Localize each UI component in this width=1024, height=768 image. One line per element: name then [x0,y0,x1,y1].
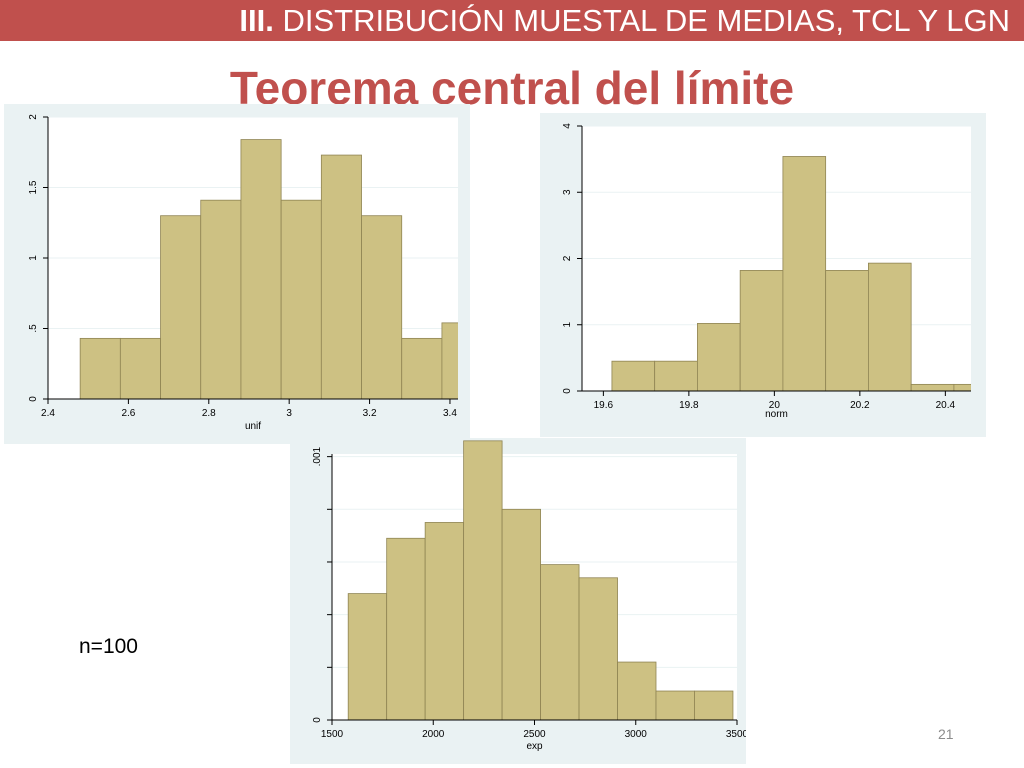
x-tick-label: 3000 [625,729,648,740]
histogram-bar [739,270,784,391]
histogram-bar [654,360,698,391]
y-tick-label: .001 [312,446,323,466]
x-tick-label: 2.8 [202,408,216,419]
x-tick-label: 3 [286,408,292,419]
y-tick-label: 3 [562,189,573,195]
x-tick-label: 19.8 [679,400,699,411]
y-tick-label: 1 [28,255,39,261]
histogram-bar [782,156,827,391]
histogram-bar [441,322,458,399]
x-axis-label: exp [526,741,543,752]
histogram-bar [578,577,618,720]
histogram-bar [611,360,656,391]
histogram-bar [617,661,657,720]
y-tick-label: 2 [28,114,39,120]
histogram-bar [463,440,503,720]
histogram-bar [694,690,734,720]
x-tick-label: 2500 [523,729,546,740]
x-axis-label: norm [765,409,788,420]
histogram-bar [240,139,282,399]
histogram-bar [200,199,242,399]
histogram-bar [825,270,869,391]
y-tick-label: .5 [28,324,39,333]
histogram-bar [347,593,388,720]
histogram-bar [910,383,955,391]
histogram-bar [655,690,695,720]
histogram-bar [868,262,912,391]
histogram-bar [79,337,121,399]
y-tick-label: 0 [562,388,573,394]
histogram-bar [953,383,971,391]
histogram-exp: 0 .001 1500 2000 2500 3000 3500 exp [290,438,746,764]
y-tick-label: 0 [312,717,323,723]
page-number: 21 [938,726,954,742]
y-tick-label: 1 [562,322,573,328]
section-title: DISTRIBUCIÓN MUESTAL DE MEDIAS, TCL Y LG… [282,3,1010,38]
x-tick-label: 2.6 [121,408,135,419]
histogram-bar [160,215,202,399]
histogram-bar [501,508,541,720]
x-axis-label: unif [245,421,261,432]
x-tick-label: 2.4 [41,408,55,419]
header-bar [0,0,1024,41]
histogram-bar [361,215,403,399]
y-tick-label: 1.5 [28,180,39,194]
x-tick-label: 1500 [321,729,344,740]
histogram-bar [119,337,161,399]
x-tick-label: 19.6 [594,400,614,411]
histogram-bar [401,337,443,399]
y-tick-label: 0 [28,396,39,402]
histogram-bar [540,564,580,720]
histogram-bar [386,537,426,720]
x-tick-label: 20 [769,400,781,411]
x-tick-label: 3500 [726,729,746,740]
x-tick-label: 3.4 [443,408,457,419]
histogram-bar [697,323,741,391]
histogram-bar [320,154,362,399]
section-numeral: III. [239,3,274,38]
sample-size-label: n=100 [79,635,138,658]
y-tick-label: 2 [562,255,573,261]
x-tick-label: 20.2 [850,400,870,411]
y-tick-label: 4 [562,123,573,129]
x-tick-label: 20.4 [936,400,956,411]
x-tick-label: 2000 [422,729,445,740]
histogram-norm: 0 1 2 3 4 19.6 19.8 20 20.2 20.4 norm [540,113,986,437]
section-header: III. DISTRIBUCIÓN MUESTAL DE MEDIAS, TCL… [239,2,1010,39]
histogram-bar [280,199,322,399]
histogram-bar [424,522,465,720]
x-tick-label: 3.2 [363,408,377,419]
histogram-unif: 0 .5 1 1.5 2 2.4 2.6 2.8 3 3.2 3.4 unif [4,104,470,444]
